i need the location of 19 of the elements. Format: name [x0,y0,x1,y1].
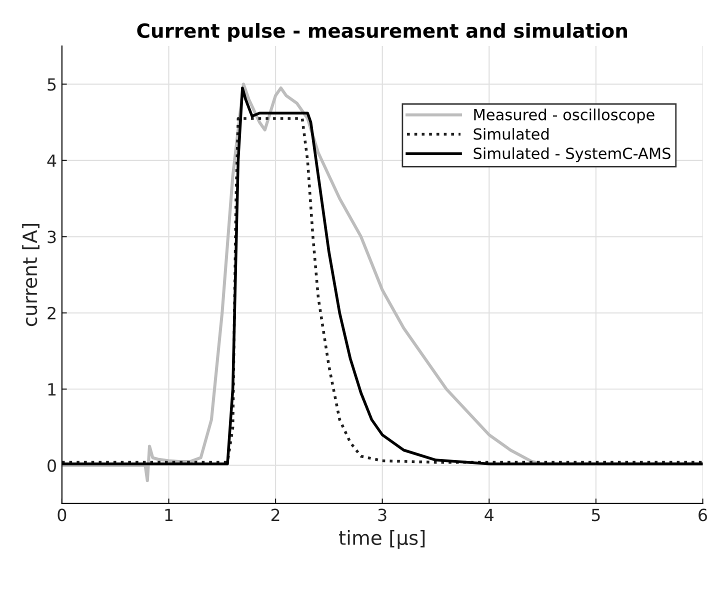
y-tick-label: 3 [48,230,56,244]
legend-label: Simulated [474,128,549,140]
legend-label: Measured - oscilloscope [474,108,654,124]
y-tick-label: 4 [47,154,56,167]
y-tick-label: 2 [48,306,56,320]
x-tick-label: 5 [592,508,600,522]
legend-label: Simulated - SystemC-AMS [474,147,670,162]
x-tick-label: 6 [698,508,707,522]
y-tick-label: 5 [48,78,56,91]
y-axis-title: current [A] [22,224,40,326]
x-tick-label: 4 [484,508,494,522]
x-tick-label: 3 [378,508,386,522]
chart-title: Current pulse - measurement and simulation [137,22,627,42]
x-tick-label: 0 [58,508,66,522]
y-tick-label: 1 [48,383,56,396]
x-tick-label: 1 [165,508,173,522]
x-tick-label: 2 [271,508,280,522]
x-axis-title: time [μs] [338,530,425,549]
y-tick-label: 0 [48,459,56,472]
